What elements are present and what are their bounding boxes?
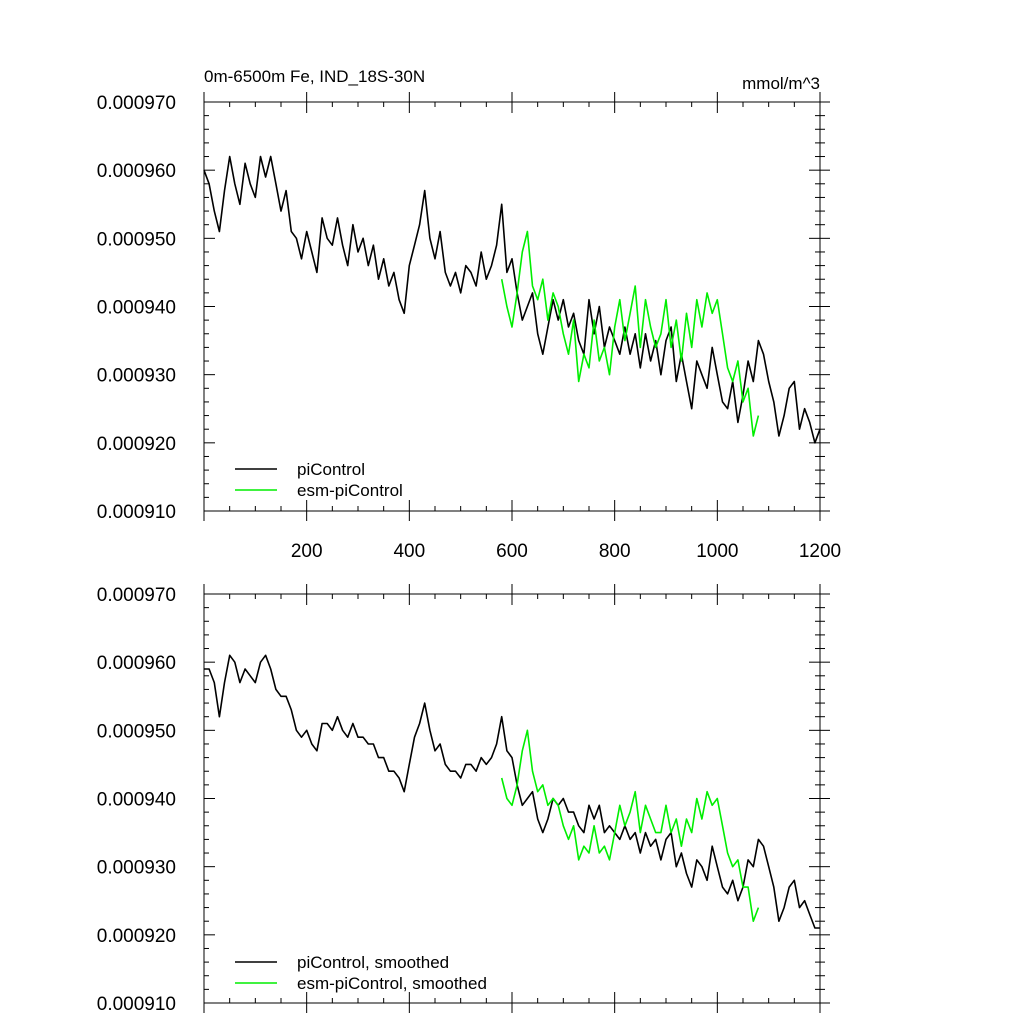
x-tick-label: 200	[291, 541, 323, 562]
legend-label: esm-piControl	[297, 481, 403, 500]
top-panel: 0.000910 0.000920 0.000930 0.000940 0.000950…	[97, 92, 841, 562]
y-tick-label: 0.000970	[97, 585, 176, 606]
series-line-1	[500, 729, 760, 923]
chart-title: 0m-6500m Fe, IND_18S-30N	[204, 67, 425, 86]
series-line-1	[500, 230, 760, 437]
plot-frame	[203, 593, 821, 1004]
plot-frame	[203, 101, 821, 512]
y-tick-label: 0.000950	[97, 229, 176, 250]
y-tick-label: 0.000910	[97, 502, 176, 523]
x-tick-label: 600	[496, 541, 528, 562]
x-tick-label: 800	[599, 541, 631, 562]
y-tick-label: 0.000960	[97, 653, 176, 674]
legend-label: esm-piControl, smoothed	[297, 974, 487, 993]
series-line-0	[203, 155, 821, 444]
y-tick-label: 0.000940	[97, 298, 176, 319]
chart-units: mmol/m^3	[742, 74, 820, 93]
bottom-panel: 0.000910 0.000920 0.000930 0.000940 0.000950…	[97, 584, 830, 1015]
x-tick-label: 1200	[799, 541, 841, 562]
x-tick-label: 1000	[696, 541, 738, 562]
legend-label: piControl	[297, 460, 365, 479]
y-tick-label: 0.000920	[97, 926, 176, 947]
y-tick-label: 0.000950	[97, 721, 176, 742]
x-tick-label: 400	[393, 541, 425, 562]
y-tick-label: 0.000920	[97, 434, 176, 455]
y-tick-label: 0.000940	[97, 790, 176, 811]
y-tick-label: 0.000970	[97, 93, 176, 114]
legend-label: piControl, smoothed	[297, 953, 449, 972]
y-tick-label: 0.000960	[97, 161, 176, 182]
y-tick-label: 0.000930	[97, 858, 176, 879]
y-tick-label: 0.000910	[97, 994, 176, 1015]
y-tick-label: 0.000930	[97, 366, 176, 387]
series-line-0	[204, 654, 820, 929]
